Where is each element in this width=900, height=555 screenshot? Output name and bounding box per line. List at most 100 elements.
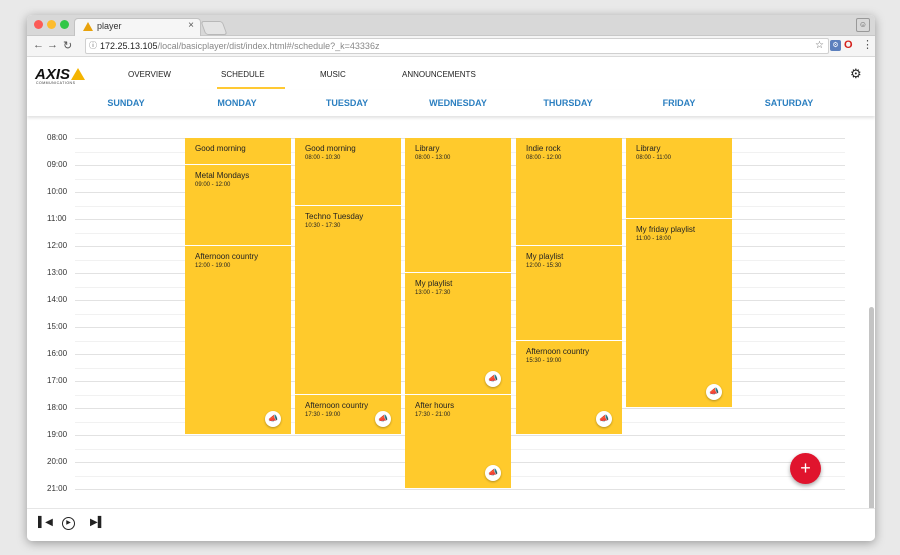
event-title: Metal Mondays xyxy=(195,171,250,180)
next-track-icon[interactable]: ▶▌ xyxy=(90,517,105,528)
event-title: Afternoon country xyxy=(195,252,259,261)
bookmark-star-icon[interactable]: ☆ xyxy=(815,40,824,51)
tab-title: player xyxy=(97,21,122,31)
announcement-speaker-icon[interactable]: 📣 xyxy=(485,465,501,481)
forward-icon[interactable]: → xyxy=(47,39,58,51)
event-title: Library xyxy=(636,144,661,153)
reload-icon[interactable]: ↻ xyxy=(63,40,73,52)
event-time: 10:30 - 17:30 xyxy=(305,222,341,229)
hour-label: 13:00 xyxy=(47,268,68,277)
url-input[interactable]: ⓘ 172.25.13.105/local/basicplayer/dist/i… xyxy=(85,38,829,54)
schedule-event[interactable]: Good morning 08:00 - 10:30 xyxy=(295,138,401,206)
play-icon[interactable]: ▶ xyxy=(62,517,75,530)
hour-label: 11:00 xyxy=(47,214,67,223)
hour-label: 18:00 xyxy=(47,403,68,412)
close-window-button[interactable] xyxy=(34,20,43,29)
event-title: My playlist xyxy=(526,252,564,261)
event-title: Techno Tuesday xyxy=(305,211,364,221)
minimize-window-button[interactable] xyxy=(47,20,56,29)
schedule-event[interactable]: Library 08:00 - 11:00 xyxy=(626,138,732,219)
back-icon[interactable]: ← xyxy=(33,39,44,51)
schedule-event[interactable]: Afternoon country 12:00 - 19:00 📣 xyxy=(185,246,291,435)
announcement-speaker-icon[interactable]: 📣 xyxy=(375,411,391,427)
schedule-event[interactable]: After hours 17:30 - 21:00 📣 xyxy=(405,394,511,489)
day-header-thursday: THURSDAY xyxy=(543,98,593,108)
nav-schedule[interactable]: SCHEDULE xyxy=(221,70,265,79)
add-schedule-button[interactable]: + xyxy=(790,453,821,484)
event-time: 12:00 - 19:00 xyxy=(195,263,231,269)
announcement-speaker-icon[interactable]: 📣 xyxy=(706,384,722,400)
browser-window: player × ☺ ← → ↻ ⓘ 172.25.13.105/local/b… xyxy=(27,15,875,541)
day-header-wednesday: WEDNESDAY xyxy=(429,98,487,108)
axis-favicon-icon xyxy=(83,22,93,31)
opera-extension-icon[interactable]: O xyxy=(844,39,853,51)
schedule-event[interactable]: Afternoon country 17:30 - 19:00 📣 xyxy=(295,394,401,435)
event-title: Library xyxy=(415,144,440,153)
day-header-monday: MONDAY xyxy=(217,98,257,108)
new-tab-button[interactable] xyxy=(200,21,228,35)
hour-label: 15:00 xyxy=(47,322,68,331)
day-header-saturday: SATURDAY xyxy=(764,98,814,108)
nav-announcements[interactable]: ANNOUNCEMENTS xyxy=(402,70,476,79)
info-icon[interactable]: ⓘ xyxy=(89,41,97,50)
schedule-event[interactable]: Library 08:00 - 13:00 xyxy=(405,138,511,273)
event-time: 08:00 - 12:00 xyxy=(526,155,562,161)
event-time: 15:30 - 19:00 xyxy=(526,357,562,364)
event-title: Good morning xyxy=(305,144,356,153)
hour-label: 20:00 xyxy=(47,457,68,466)
event-title: After hours xyxy=(415,400,455,410)
event-time: 11:00 - 18:00 xyxy=(636,236,671,242)
day-header-friday: FRIDAY xyxy=(662,98,696,108)
tab-bar: player × ☺ xyxy=(27,15,875,36)
event-time: 09:00 - 12:00 xyxy=(195,182,231,188)
event-time: 17:30 - 19:00 xyxy=(305,411,341,418)
url-host: 172.25.13.105 xyxy=(100,41,158,51)
tab-close-icon[interactable]: × xyxy=(188,20,194,31)
gear-icon[interactable]: ⚙ xyxy=(850,66,862,81)
scrollbar[interactable] xyxy=(869,307,874,541)
schedule-event[interactable]: My friday playlist 11:00 - 18:00 📣 xyxy=(626,219,732,408)
extension-icon[interactable]: ⚙ xyxy=(830,40,841,51)
event-title: My friday playlist xyxy=(636,225,696,234)
hour-label: 08:00 xyxy=(47,133,68,142)
schedule-event[interactable]: My playlist 12:00 - 15:30 xyxy=(516,246,622,341)
event-time: 12:00 - 15:30 xyxy=(526,263,562,269)
schedule-grid[interactable]: 08:00 09:00 10:00 11:00 12:00 13:00 14:00 15:00… xyxy=(27,116,875,541)
schedule-event[interactable]: Afternoon country 15:30 - 19:00 📣 xyxy=(516,340,622,435)
user-profile-icon[interactable]: ☺ xyxy=(856,18,870,32)
schedule-event[interactable]: Metal Mondays 09:00 - 12:00 xyxy=(185,165,291,246)
event-time: 08:00 - 11:00 xyxy=(636,155,671,161)
schedule-event[interactable]: Techno Tuesday 10:30 - 17:30 xyxy=(295,205,401,395)
logo-text: AXIS xyxy=(35,66,71,83)
event-time: 13:00 - 17:30 xyxy=(415,290,451,296)
event-time: 08:00 - 10:30 xyxy=(305,155,341,161)
hour-label: 17:00 xyxy=(47,376,68,385)
browser-menu-icon[interactable]: ⋮ xyxy=(862,39,873,51)
event-time: 08:00 - 13:00 xyxy=(415,155,451,161)
day-header-sunday: SUNDAY xyxy=(107,98,145,108)
schedule-event[interactable]: Indie rock 08:00 - 12:00 xyxy=(516,138,622,246)
nav-overview[interactable]: OVERVIEW xyxy=(128,70,171,79)
weekday-header: SUNDAY MONDAY TUESDAY WEDNESDAY THURSDAY FRID… xyxy=(27,90,875,116)
nav-music[interactable]: MUSIC xyxy=(320,70,346,79)
app-header: AXIS COMMUNICATIONS OVERVIEW SCHEDULE MU… xyxy=(27,57,875,90)
maximize-window-button[interactable] xyxy=(60,20,69,29)
browser-tab[interactable]: player × xyxy=(74,18,201,36)
schedule-event[interactable]: My playlist 13:00 - 17:30 📣 xyxy=(405,273,511,395)
previous-track-icon[interactable]: ▌◀ xyxy=(38,517,53,528)
player-controls: ▌◀ ▶ ▶▌ xyxy=(27,508,875,541)
schedule-event[interactable]: Good morning xyxy=(185,138,291,165)
axis-logo: AXIS xyxy=(35,66,86,83)
active-nav-indicator xyxy=(217,87,285,89)
announcement-speaker-icon[interactable]: 📣 xyxy=(265,411,281,427)
hour-gridline xyxy=(75,489,845,490)
hour-label: 10:00 xyxy=(47,187,68,196)
announcement-speaker-icon[interactable]: 📣 xyxy=(485,370,501,387)
logo-subtitle: COMMUNICATIONS xyxy=(36,81,76,85)
announcement-speaker-icon[interactable]: 📣 xyxy=(596,411,612,427)
event-title: Afternoon country xyxy=(305,400,369,410)
url-path: /local/basicplayer/dist/index.html#/sche… xyxy=(157,41,380,51)
hour-label: 21:00 xyxy=(47,484,68,493)
event-title: My playlist xyxy=(415,279,453,288)
hour-label: 09:00 xyxy=(47,160,68,169)
